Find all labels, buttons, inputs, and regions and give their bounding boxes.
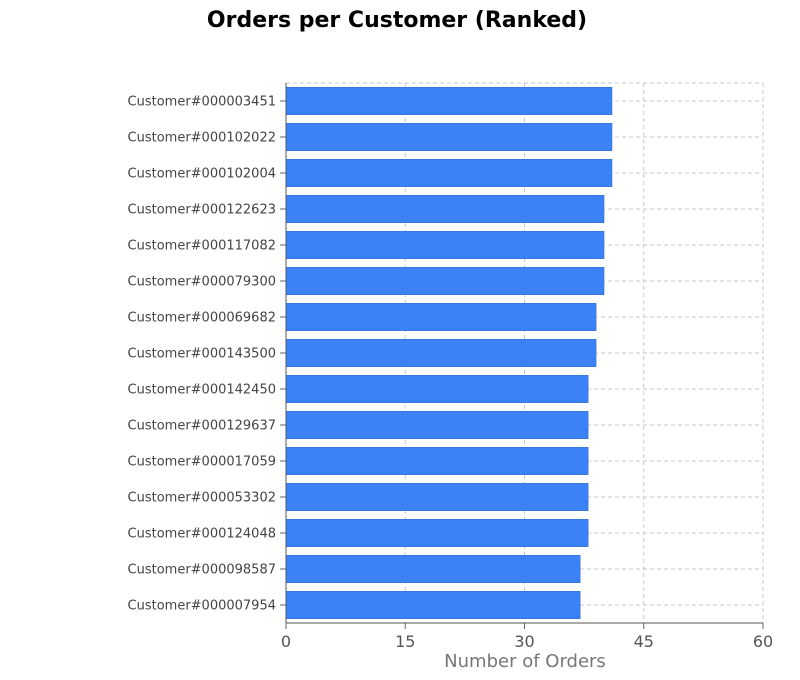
x-tick-label-2: 30 (514, 632, 534, 651)
bar-2 (285, 159, 613, 187)
bar-6 (285, 303, 597, 331)
y-tick-label-12: Customer#000124048 (128, 527, 276, 542)
bar-13 (285, 555, 581, 583)
y-tick-label-5: Customer#000079300 (128, 275, 276, 290)
y-tick-labels: Customer#000003451 Customer#000102022 Cust… (128, 95, 286, 614)
y-tick-label-7: Customer#000143500 (128, 347, 276, 362)
x-tick-label-3: 45 (634, 632, 654, 651)
y-tick-label-9: Customer#000129637 (128, 419, 276, 434)
bar-0 (285, 87, 613, 115)
bar-8 (285, 375, 589, 403)
bars (285, 87, 613, 619)
y-tick-label-1: Customer#000102022 (128, 131, 276, 146)
y-tick-label-10: Customer#000017059 (128, 455, 276, 470)
bar-4 (285, 231, 605, 259)
bar-1 (285, 123, 613, 151)
y-tick-label-6: Customer#000069682 (128, 311, 276, 326)
x-axis-label: Number of Orders (444, 651, 606, 672)
bar-7 (285, 339, 597, 367)
x-tick-label-0: 0 (281, 632, 291, 651)
y-tick-label-13: Customer#000098587 (128, 563, 276, 578)
bar-14 (285, 591, 581, 619)
bar-12 (285, 519, 589, 547)
x-tick-label-1: 15 (395, 632, 415, 651)
bar-3 (285, 195, 605, 223)
y-tick-label-3: Customer#000122623 (128, 203, 276, 218)
chart-title: Orders per Customer (Ranked) (206, 8, 588, 33)
y-tick-label-14: Customer#000007954 (128, 599, 276, 614)
y-tick-label-4: Customer#000117082 (128, 239, 276, 254)
x-tick-label-4: 60 (753, 632, 773, 651)
y-tick-label-0: Customer#000003451 (128, 95, 276, 110)
bar-11 (285, 483, 589, 511)
bar-9 (285, 411, 589, 439)
y-tick-label-11: Customer#000053302 (128, 491, 276, 506)
bar-5 (285, 267, 605, 295)
y-tick-label-2: Customer#000102004 (128, 167, 276, 182)
x-tick-labels: 0 15 30 45 60 (281, 623, 773, 651)
y-tick-label-8: Customer#000142450 (128, 383, 276, 398)
bar-10 (285, 447, 589, 475)
